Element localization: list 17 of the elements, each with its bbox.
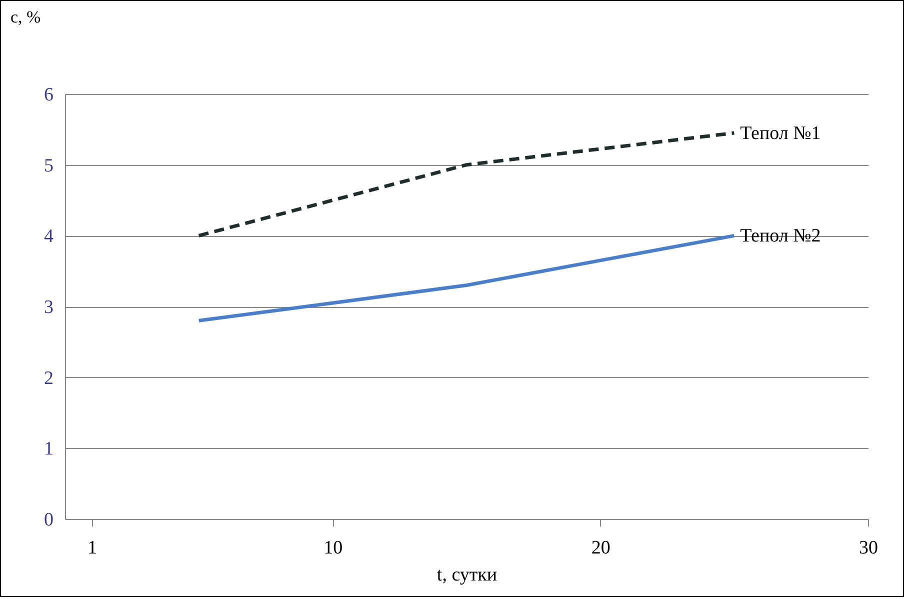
x-tick-label: 30 xyxy=(859,538,878,558)
x-tick-label: 1 xyxy=(88,538,98,558)
y-tick-label: 1 xyxy=(44,438,54,460)
y-tick-label: 0 xyxy=(44,510,54,530)
y-tick-label: 3 xyxy=(44,297,54,318)
y-tick-label: 2 xyxy=(44,368,54,389)
series-label: Тепол №1 xyxy=(740,122,821,144)
line-series xyxy=(197,234,736,322)
y-tick-label: 4 xyxy=(44,226,54,248)
x-axis-title: t, сутки xyxy=(436,564,498,586)
y-axis-title: c, % xyxy=(10,8,41,26)
series-label: Тепол №2 xyxy=(740,226,821,247)
y-tick-label: 5 xyxy=(44,155,54,176)
y-tick-label: 6 xyxy=(44,84,54,106)
line-series xyxy=(197,131,736,238)
x-tick-label: 20 xyxy=(591,538,610,558)
x-tick-label: 10 xyxy=(324,538,343,558)
